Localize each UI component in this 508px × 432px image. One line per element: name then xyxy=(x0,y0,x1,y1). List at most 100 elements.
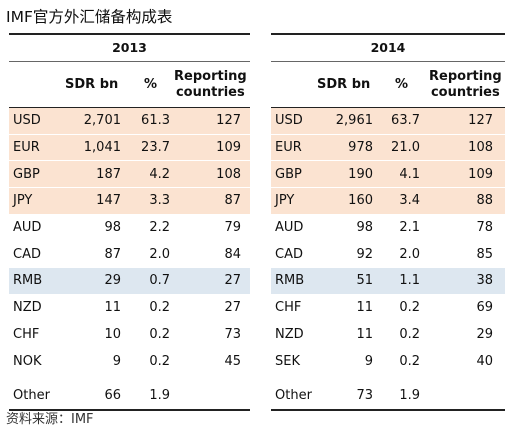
table-row: GBP 190 4.1 109 xyxy=(271,160,505,188)
currency-code: USD xyxy=(275,113,303,129)
year-header: 2013 xyxy=(9,35,250,62)
sdr-value: 11 xyxy=(356,326,373,342)
sdr-value: 73 xyxy=(356,388,373,404)
currency-code: CAD xyxy=(275,246,303,262)
table-row: AUD 98 2.1 78 xyxy=(271,213,505,241)
reporting-countries-value: 27 xyxy=(224,273,241,289)
page-title: IMF官方外汇储备构成表 xyxy=(6,8,173,26)
sdr-value: 87 xyxy=(104,246,121,262)
currency-code: NZD xyxy=(13,300,42,316)
table-row: SEK 9 0.2 40 xyxy=(271,347,505,374)
currency-code: EUR xyxy=(13,140,40,156)
percent-value: 1.9 xyxy=(399,388,420,404)
percent-value: 1.9 xyxy=(149,388,170,404)
reporting-countries-value: 127 xyxy=(216,113,241,129)
table-row: USD 2,701 61.3 127 xyxy=(9,108,250,134)
table-row: JPY 160 3.4 88 xyxy=(271,187,505,214)
sdr-value: 187 xyxy=(96,166,121,182)
table-row: NZD 11 0.2 29 xyxy=(271,320,505,348)
reporting-countries-value: 84 xyxy=(224,246,241,262)
sdr-value: 66 xyxy=(104,388,121,404)
sdr-value: 11 xyxy=(104,300,121,316)
percent-value: 0.2 xyxy=(399,300,420,316)
table-row: CHF 11 0.2 69 xyxy=(271,293,505,321)
percent-value: 3.3 xyxy=(149,193,170,209)
percent-value: 21.0 xyxy=(391,140,420,156)
reporting-countries-value: 108 xyxy=(468,140,493,156)
table-row: EUR 978 21.0 108 xyxy=(271,133,505,161)
reporting-header-line1: Reporting xyxy=(429,68,502,84)
sdr-value: 2,961 xyxy=(335,113,373,129)
reporting-countries-value: 73 xyxy=(224,326,241,342)
table-2013: 2013 SDR bn % Reporting countries USD 2,7… xyxy=(9,33,250,411)
sdr-value: 1,041 xyxy=(83,140,121,156)
currency-code: AUD xyxy=(275,220,304,236)
sdr-header: SDR bn xyxy=(65,77,119,92)
percent-value: 2.0 xyxy=(149,246,170,262)
rows-2014: USD 2,961 63.7 127 EUR 978 21.0 108 GBP 190 4.1 109… xyxy=(271,108,505,409)
pct-header: % xyxy=(144,77,158,92)
table-row: AUD 98 2.2 79 xyxy=(9,213,250,241)
currency-code: GBP xyxy=(13,166,40,182)
currency-code: GBP xyxy=(275,166,302,182)
currency-code: AUD xyxy=(13,220,42,236)
percent-value: 0.2 xyxy=(149,326,170,342)
reporting-countries-value: 85 xyxy=(476,246,493,262)
percent-value: 63.7 xyxy=(391,113,420,129)
reporting-countries-value: 40 xyxy=(476,353,493,369)
table-row: NOK 9 0.2 45 xyxy=(9,347,250,374)
currency-code: USD xyxy=(13,113,41,129)
table-row: GBP 187 4.2 108 xyxy=(9,160,250,188)
reporting-countries-value: 78 xyxy=(476,220,493,236)
table-row: CAD 92 2.0 85 xyxy=(271,240,505,267)
sdr-value: 98 xyxy=(356,220,373,236)
currency-code: EUR xyxy=(275,140,302,156)
reporting-countries-value: 109 xyxy=(468,166,493,182)
reporting-header-line2: countries xyxy=(430,84,500,100)
percent-value: 1.1 xyxy=(399,273,420,289)
rows-2013: USD 2,701 61.3 127 EUR 1,041 23.7 109 GBP 187 4.2 1… xyxy=(9,108,250,409)
reporting-countries-value: 27 xyxy=(224,300,241,316)
reporting-countries-value: 108 xyxy=(216,166,241,182)
percent-value: 0.2 xyxy=(149,353,170,369)
sdr-value: 9 xyxy=(112,353,121,369)
reporting-countries-value: 29 xyxy=(476,326,493,342)
sdr-header: SDR bn xyxy=(317,77,371,92)
reporting-countries-value: 88 xyxy=(476,193,493,209)
percent-value: 2.2 xyxy=(149,220,170,236)
currency-code: CAD xyxy=(13,246,41,262)
percent-value: 2.1 xyxy=(399,220,420,236)
sdr-value: 978 xyxy=(348,140,373,156)
sdr-value: 11 xyxy=(356,300,373,316)
percent-value: 23.7 xyxy=(141,140,170,156)
currency-code: JPY xyxy=(13,193,33,209)
percent-value: 3.4 xyxy=(399,193,420,209)
sdr-value: 160 xyxy=(348,193,373,209)
currency-code: Other xyxy=(13,388,50,404)
currency-code: NOK xyxy=(13,353,42,369)
reporting-countries-value: 69 xyxy=(476,300,493,316)
currency-code: NZD xyxy=(275,326,304,342)
reporting-header: Reporting countries xyxy=(429,62,505,107)
sdr-value: 29 xyxy=(104,273,121,289)
currency-code: JPY xyxy=(275,193,295,209)
percent-value: 0.2 xyxy=(399,353,420,369)
reporting-countries-value: 79 xyxy=(224,220,241,236)
percent-value: 4.2 xyxy=(149,166,170,182)
sdr-value: 2,701 xyxy=(83,113,121,129)
reporting-countries-value: 87 xyxy=(224,193,241,209)
table-row: CAD 87 2.0 84 xyxy=(9,240,250,267)
currency-code: RMB xyxy=(13,273,43,289)
currency-code: SEK xyxy=(275,353,300,369)
table-row: CHF 10 0.2 73 xyxy=(9,320,250,348)
percent-value: 2.0 xyxy=(399,246,420,262)
table-row: RMB 51 1.1 38 xyxy=(271,267,505,294)
table-row: EUR 1,041 23.7 109 xyxy=(9,133,250,161)
source-note: 资料来源：IMF xyxy=(6,412,94,427)
reporting-countries-value: 127 xyxy=(468,113,493,129)
sdr-value: 51 xyxy=(356,273,373,289)
currency-code: CHF xyxy=(275,300,302,316)
sdr-value: 92 xyxy=(356,246,373,262)
percent-value: 61.3 xyxy=(141,113,170,129)
currency-code: CHF xyxy=(13,326,40,342)
